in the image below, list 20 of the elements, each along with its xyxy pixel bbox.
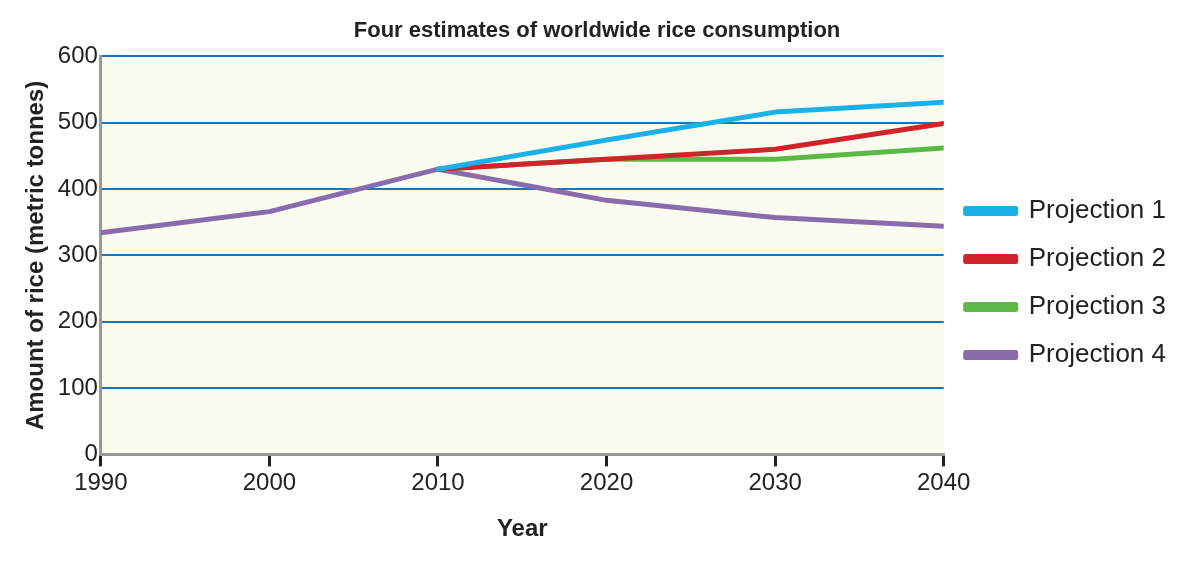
y-tick-label: 500	[57, 107, 98, 135]
y-tick-label: 200	[57, 306, 98, 334]
x-tick-label: 2010	[411, 468, 465, 496]
legend-label: Projection 4	[1028, 338, 1167, 369]
chart-title: Four estimates of worldwide rice consumption	[353, 17, 841, 43]
y-tick-label: 300	[57, 240, 98, 268]
x-tick-label: 2000	[242, 468, 297, 496]
y-tick-label: 100	[57, 372, 98, 400]
y-tick-label: 0	[84, 439, 98, 467]
y-tick-label: 600	[57, 41, 98, 69]
x-tick-label: 2040	[917, 468, 971, 496]
x-tick-label: 2020	[579, 468, 634, 496]
legend-label: Projection 1	[1028, 194, 1167, 225]
x-tick-label: 1990	[74, 468, 128, 496]
y-axis-title: Amount of rice (metric tonnes)	[21, 80, 49, 431]
legend-label: Projection 2	[1028, 242, 1167, 273]
y-tick-label: 400	[57, 173, 98, 201]
x-axis-title: Year	[496, 514, 548, 542]
x-tick-label: 2030	[748, 468, 802, 496]
legend-label: Projection 3	[1028, 290, 1167, 321]
